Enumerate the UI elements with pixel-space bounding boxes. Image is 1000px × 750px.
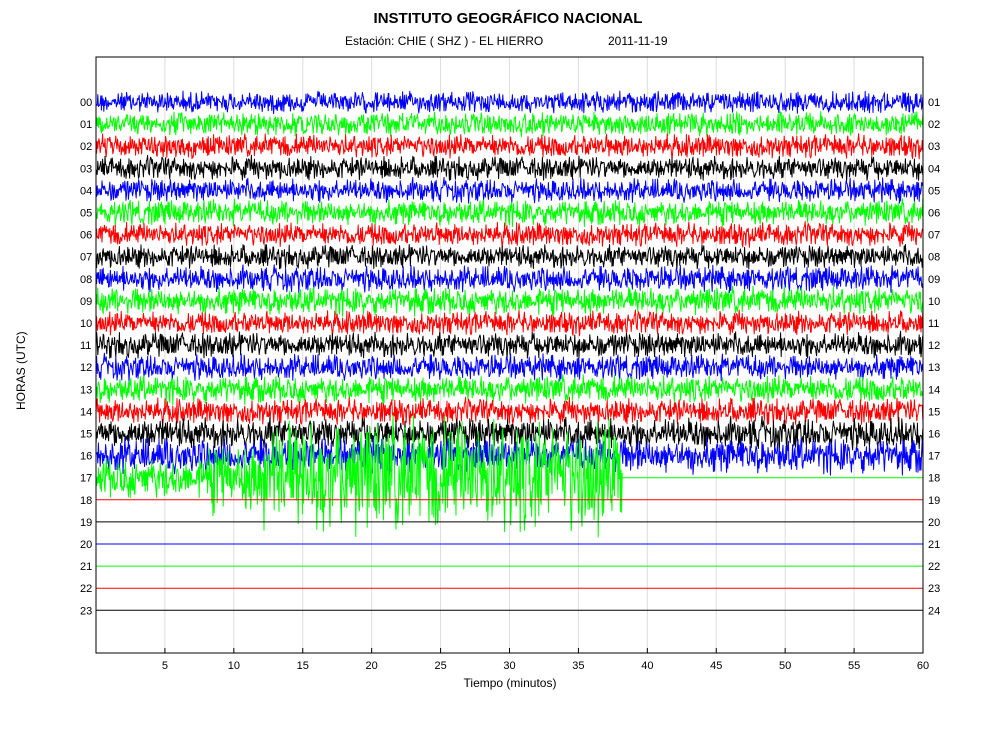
trace-hour-15	[95, 415, 924, 452]
right-hour-label: 15	[928, 406, 940, 418]
trace-hour-17	[95, 414, 923, 538]
trace-hour-07	[95, 244, 924, 271]
x-tick-label: 50	[779, 660, 791, 672]
left-hour-label: 22	[80, 583, 92, 595]
left-hour-label: 05	[80, 208, 92, 220]
trace-hour-16	[95, 436, 924, 476]
trace-hour-02	[95, 133, 924, 160]
right-hour-label: 05	[928, 185, 940, 197]
right-hour-label: 24	[928, 605, 940, 617]
right-hour-label: 09	[928, 274, 940, 286]
x-tick-label: 35	[572, 660, 584, 672]
x-tick-label: 25	[434, 660, 446, 672]
left-hour-label: 20	[80, 539, 92, 551]
left-hour-label: 06	[80, 230, 92, 242]
x-tick-label: 60	[917, 660, 929, 672]
trace-hour-11	[95, 330, 924, 360]
right-hour-label: 21	[928, 539, 940, 551]
trace-hour-09	[95, 285, 924, 317]
right-hour-label: 11	[928, 318, 939, 330]
x-tick-label: 45	[710, 660, 722, 672]
x-tick-label: 40	[641, 660, 653, 672]
axis-labels: 00 01 02 03 04 05 06 07 08 09 10 11 12 13 14 15 16 17 18 19…	[80, 97, 940, 672]
x-tick-label: 55	[848, 660, 860, 672]
right-hour-label: 13	[928, 362, 940, 374]
station-subtitle: Estación: CHIE ( SHZ ) - EL HIERRO	[345, 34, 544, 48]
right-hour-label: 02	[928, 119, 940, 131]
trace-hour-08	[95, 264, 924, 294]
trace-hour-03	[95, 154, 924, 182]
left-hour-label: 12	[80, 362, 92, 374]
right-hour-label: 10	[928, 296, 940, 308]
right-hour-label: 12	[928, 340, 940, 352]
left-hour-label: 21	[80, 561, 92, 573]
x-tick-label: 5	[162, 660, 168, 672]
right-hour-label: 20	[928, 517, 940, 529]
left-hour-label: 14	[80, 406, 92, 418]
trace-hour-01	[95, 111, 924, 138]
left-hour-label: 08	[80, 274, 92, 286]
left-hour-label: 16	[80, 451, 92, 463]
right-hour-label: 18	[928, 473, 940, 485]
right-hour-label: 07	[928, 230, 940, 242]
x-axis-label: Tiempo (minutos)	[463, 676, 557, 690]
trace-hour-05	[95, 198, 924, 228]
trace-hour-10	[95, 309, 924, 337]
right-hour-label: 23	[928, 583, 940, 595]
left-hour-label: 23	[80, 605, 92, 617]
left-hour-label: 11	[80, 340, 91, 352]
trace-hour-13	[95, 374, 923, 405]
x-tick-label: 20	[366, 660, 378, 672]
trace-hour-14	[95, 396, 924, 427]
left-hour-label: 09	[80, 296, 92, 308]
left-hour-label: 13	[80, 384, 92, 396]
left-hour-label: 00	[80, 97, 92, 109]
left-hour-label: 18	[80, 495, 92, 507]
right-hour-label: 22	[928, 561, 940, 573]
left-hour-label: 07	[80, 252, 92, 264]
right-hour-label: 08	[928, 252, 940, 264]
date-subtitle: 2011-11-19	[608, 34, 668, 48]
right-hour-label: 19	[928, 495, 940, 507]
left-hour-label: 03	[80, 163, 92, 175]
chart-title: INSTITUTO GEOGRÁFICO NACIONAL	[373, 10, 643, 27]
trace-layer	[95, 90, 924, 611]
left-hour-label: 17	[80, 473, 92, 485]
x-tick-label: 10	[228, 660, 240, 672]
left-hour-label: 10	[80, 318, 92, 330]
right-hour-label: 14	[928, 384, 940, 396]
left-hour-label: 19	[80, 517, 92, 529]
right-hour-label: 03	[928, 141, 940, 153]
x-tick-label: 30	[503, 660, 515, 672]
right-hour-label: 04	[928, 163, 940, 175]
right-hour-label: 01	[928, 97, 940, 109]
left-hour-label: 02	[80, 141, 92, 153]
x-tick-label: 15	[297, 660, 309, 672]
left-hour-label: 15	[80, 429, 92, 441]
trace-hour-04	[95, 177, 924, 204]
trace-hour-00	[95, 90, 924, 115]
right-hour-label: 17	[928, 451, 940, 463]
right-hour-label: 16	[928, 429, 940, 441]
trace-hour-12	[95, 352, 924, 382]
left-hour-label: 01	[80, 119, 92, 131]
y-axis-label: HORAS (UTC)	[14, 331, 28, 410]
trace-hour-06	[95, 221, 924, 249]
right-hour-label: 06	[928, 208, 940, 220]
left-hour-label: 04	[80, 185, 92, 197]
